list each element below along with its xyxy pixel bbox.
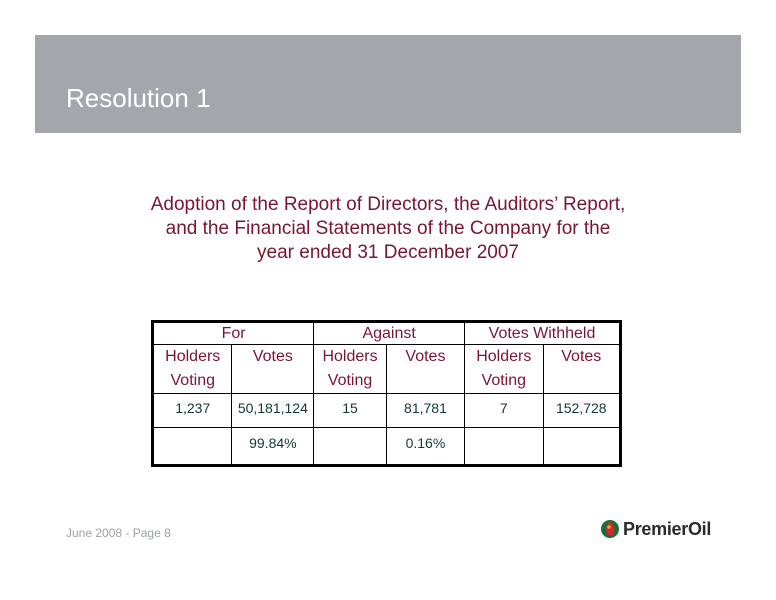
premier-oil-logo: PremierOil bbox=[600, 518, 711, 540]
header-holders-voting: Holders Voting bbox=[151, 344, 233, 394]
table-sub-header-row: Holders Voting Votes Holders Voting Vote… bbox=[151, 344, 622, 394]
table-cell: 99.84% bbox=[231, 427, 315, 466]
table-cell bbox=[313, 427, 387, 466]
slide-title: Resolution 1 bbox=[66, 83, 211, 113]
header-holders-voting: Holders Voting bbox=[464, 344, 544, 394]
table-cell: 0.16% bbox=[385, 427, 466, 466]
table-cell: 50,181,124 bbox=[231, 393, 315, 428]
resolution-description: Adoption of the Report of Directors, the… bbox=[0, 193, 776, 265]
footer-page-label: June 2008 - Page 8 bbox=[66, 526, 171, 540]
table-cell: 81,781 bbox=[385, 393, 466, 428]
header-votes: Votes bbox=[231, 344, 315, 394]
group-header-for: For bbox=[151, 321, 315, 345]
table-group-header-row: For Against Votes Withheld bbox=[151, 321, 621, 345]
brand-name: PremierOil bbox=[623, 518, 712, 539]
drop-icon bbox=[601, 520, 619, 538]
header-holders-voting: Holders Voting bbox=[313, 344, 387, 394]
table-cell bbox=[542, 427, 622, 466]
table-cell: 152,728 bbox=[542, 393, 622, 428]
table-cell: 15 bbox=[313, 393, 387, 428]
group-header-against: Against bbox=[313, 321, 466, 345]
table-cell: 7 bbox=[464, 393, 544, 428]
header-band: Resolution 1 bbox=[35, 35, 741, 133]
table-cell bbox=[151, 427, 233, 466]
description-line: Adoption of the Report of Directors, the… bbox=[150, 194, 626, 215]
description-line: and the Financial Statements of the Comp… bbox=[165, 218, 611, 239]
header-votes: Votes bbox=[385, 344, 466, 394]
votes-table: For Against Votes Withheld Holders Votin… bbox=[151, 320, 622, 467]
header-votes: Votes bbox=[542, 344, 622, 394]
table-row-counts: 1,237 50,181,124 15 81,781 7 152,728 bbox=[151, 393, 622, 428]
group-header-withheld: Votes Withheld bbox=[464, 321, 621, 345]
description-line: year ended 31 December 2007 bbox=[257, 242, 519, 263]
table-cell bbox=[464, 427, 544, 466]
table-cell: 1,237 bbox=[151, 393, 233, 428]
table-row-percentages: 99.84% 0.16% bbox=[151, 427, 622, 466]
